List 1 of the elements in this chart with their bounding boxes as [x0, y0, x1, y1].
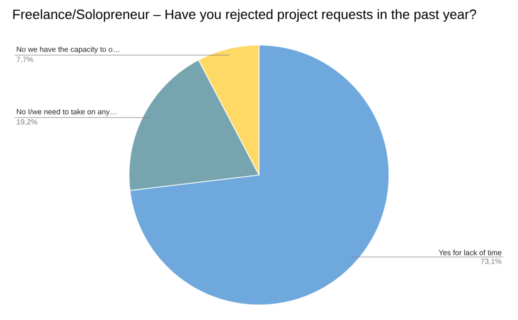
chart-title: Freelance/Solopreneur – Have you rejected project requests in the past year?	[13, 9, 476, 22]
